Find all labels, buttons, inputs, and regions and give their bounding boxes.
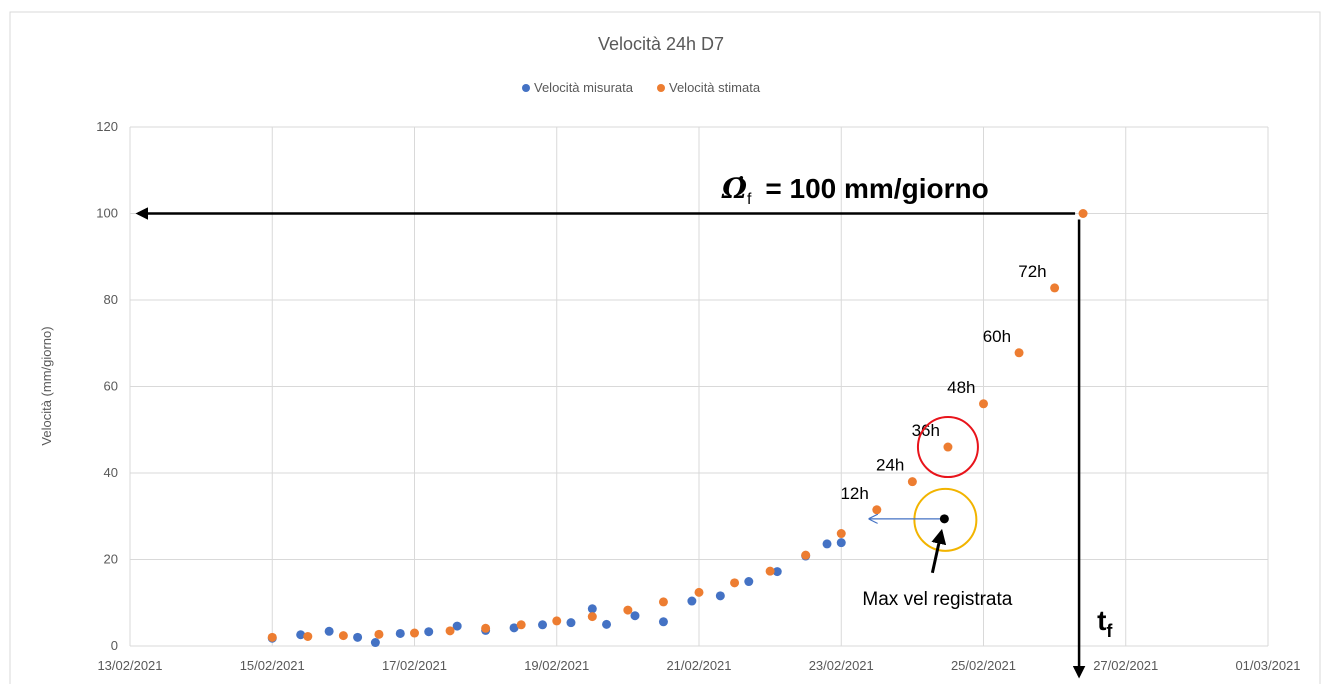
point	[907, 477, 917, 487]
point	[1078, 209, 1088, 218]
point	[801, 550, 811, 560]
point	[374, 629, 384, 639]
x-tick-label: 27/02/2021	[1093, 658, 1158, 673]
point	[566, 618, 576, 628]
point	[353, 632, 363, 642]
point-label: 12h	[840, 484, 868, 503]
point	[694, 587, 704, 597]
failure-label: Ω̇f = 100 mm/giorno	[721, 172, 989, 208]
y-tick-label: 0	[111, 638, 118, 653]
point	[715, 591, 725, 601]
point-label: 48h	[947, 378, 975, 397]
chart-border	[9, 11, 1321, 689]
point	[424, 627, 434, 637]
point	[822, 539, 832, 549]
point	[410, 628, 419, 638]
y-tick-label: 120	[96, 119, 118, 134]
highlight-circle	[916, 416, 979, 479]
y-tick-label: 20	[104, 552, 118, 567]
point	[552, 616, 562, 626]
point-label: 72h	[1018, 262, 1046, 281]
point	[452, 621, 462, 631]
legend-marker	[522, 84, 530, 92]
point	[836, 538, 846, 548]
x-tick-label: 01/03/2021	[1235, 658, 1300, 673]
point	[445, 626, 455, 636]
point	[587, 612, 597, 622]
symbol: t	[1097, 605, 1106, 636]
legend-label: Velocità stimata	[669, 80, 761, 95]
point	[1050, 283, 1060, 293]
point	[538, 620, 548, 630]
point	[687, 596, 697, 606]
point	[836, 529, 846, 539]
x-tick-label: 19/02/2021	[524, 658, 589, 673]
legend-label: Velocità misurata	[534, 80, 634, 95]
x-tick-label: 25/02/2021	[951, 658, 1016, 673]
point	[303, 631, 313, 641]
point-label: 60h	[983, 327, 1011, 346]
y-tick-label: 60	[104, 379, 118, 394]
y-tick-label: 40	[104, 465, 118, 480]
x-tick-label: 17/02/2021	[382, 658, 447, 673]
legend-marker	[657, 84, 665, 92]
point	[587, 604, 597, 614]
point	[1014, 348, 1024, 358]
point	[395, 628, 405, 638]
highlight-circle	[913, 487, 978, 552]
point	[630, 611, 640, 621]
point	[296, 630, 306, 640]
point	[772, 567, 782, 577]
subscript: f	[1106, 621, 1113, 641]
max-label: Max vel registrata	[862, 589, 1012, 610]
y-tick-label: 100	[96, 206, 118, 221]
point	[481, 623, 491, 633]
legend: Velocità misurata Velocità stimata	[522, 80, 761, 95]
point	[324, 626, 334, 636]
point-label: 24h	[876, 456, 904, 475]
point	[602, 619, 612, 629]
y-tick-label: 80	[104, 292, 118, 307]
max-point	[939, 514, 949, 524]
point	[765, 566, 775, 576]
x-tick-label: 23/02/2021	[809, 658, 874, 673]
point	[943, 442, 953, 452]
point	[658, 617, 668, 627]
x-tick-label: 15/02/2021	[240, 658, 305, 673]
point	[516, 620, 526, 630]
x-tick-label: 13/02/2021	[97, 658, 162, 673]
point	[509, 623, 519, 633]
arrow	[930, 528, 947, 574]
point-label: 36h	[912, 421, 940, 440]
point	[267, 632, 277, 642]
point	[338, 631, 348, 641]
point	[623, 605, 633, 615]
y-axis-label: Velocità (mm/giorno)	[39, 326, 54, 445]
x-tick-label: 21/02/2021	[666, 658, 731, 673]
symbol: Ω̇	[721, 172, 747, 205]
subscript: f	[747, 191, 752, 208]
point	[979, 399, 988, 409]
point	[370, 638, 380, 648]
point	[658, 597, 668, 607]
chart-title: Velocità 24h D7	[598, 34, 724, 54]
time-label: tf	[1097, 605, 1113, 641]
point	[730, 578, 740, 588]
point	[744, 577, 754, 587]
point	[872, 505, 882, 515]
label-text: = 100 mm/giorno	[765, 173, 988, 204]
